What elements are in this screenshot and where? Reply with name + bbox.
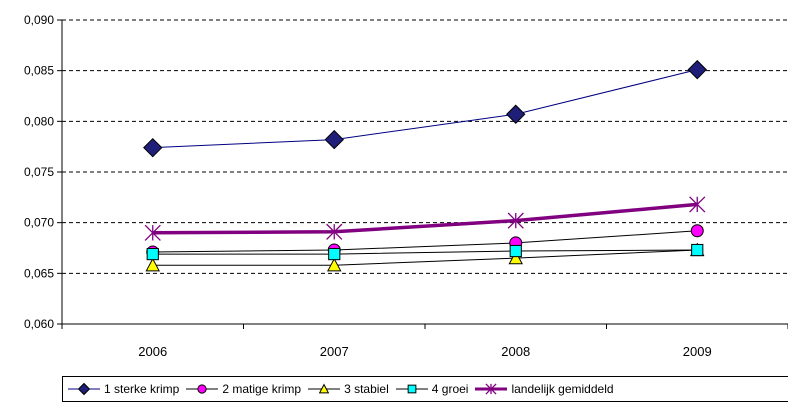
y-tick-label: 0,065 [24, 266, 54, 280]
data-point [146, 247, 159, 261]
legend-label: 2 matige krimp [222, 382, 302, 396]
data-point [143, 137, 163, 158]
series-group [143, 59, 707, 272]
series-4 [152, 249, 698, 255]
legend-swatch [395, 384, 428, 394]
data-point [509, 244, 522, 258]
y-tick-label: 0,070 [24, 216, 54, 230]
legend-swatch [308, 383, 341, 394]
series-line [152, 69, 698, 149]
data-point [328, 247, 341, 261]
series-markers-5 [144, 196, 706, 241]
data-point [508, 250, 523, 265]
data-point [506, 104, 526, 124]
series-markers-4 [146, 243, 704, 261]
y-tick-label: 0,090 [24, 13, 54, 27]
data-point [326, 223, 343, 240]
legend-swatch [68, 382, 100, 396]
x-tick-label: 2008 [501, 344, 530, 359]
series-2 [152, 230, 698, 253]
legend-item: 3 stabiel [307, 382, 389, 396]
series-3 [152, 249, 698, 266]
legend-swatch-marker [318, 383, 330, 394]
series-line [152, 230, 698, 253]
data-point [324, 129, 344, 150]
data-point [145, 257, 160, 272]
y-tick-label: 0,075 [24, 165, 54, 179]
legend-item: landelijk gemiddeld [474, 382, 614, 396]
series-5 [152, 202, 698, 235]
axes [57, 19, 788, 329]
data-point [144, 224, 161, 241]
legend-swatch-marker [77, 382, 91, 396]
data-point [689, 196, 706, 213]
legend-item: 4 groei [395, 382, 469, 396]
series-markers-3 [145, 242, 705, 272]
legend-label: 1 sterke krimp [104, 382, 180, 396]
legend-swatch-marker [197, 384, 207, 394]
y-tick-label: 0,060 [24, 317, 54, 331]
x-tick-label: 2006 [138, 344, 167, 359]
y-tick-labels: 0,060 0,065 0,070 0,075 0,080 0,085 0,090 [24, 13, 54, 331]
legend: 1 sterke krimp 2 matige krimp 3 stabiel 4 g… [62, 376, 788, 402]
series-line [152, 202, 698, 235]
legend-item: 2 matige krimp [185, 382, 301, 396]
legend-label: landelijk gemiddeld [511, 382, 614, 396]
x-tick-label: 2007 [320, 344, 349, 359]
series-markers-1 [143, 59, 707, 158]
series-1 [152, 69, 698, 149]
legend-label: 4 groei [431, 382, 469, 396]
data-point [687, 59, 707, 80]
legend-swatch-marker [485, 383, 498, 395]
legend-label: 3 stabiel [344, 382, 389, 396]
series-line [152, 249, 698, 266]
data-point [327, 257, 342, 272]
gridlines [62, 19, 788, 274]
legend-item: 1 sterke krimp [67, 382, 179, 396]
legend-swatch-marker [407, 384, 417, 394]
data-point [507, 212, 524, 229]
legend-swatch [475, 383, 508, 395]
x-tick-labels: 2006 2007 2008 2009 [138, 344, 711, 359]
x-tick-label: 2009 [683, 344, 712, 359]
data-point [690, 224, 704, 238]
y-tick-label: 0,085 [24, 64, 54, 78]
y-tick-label: 0,080 [24, 114, 54, 128]
series-line [152, 249, 698, 255]
data-point [691, 243, 704, 257]
legend-swatch [186, 384, 219, 394]
